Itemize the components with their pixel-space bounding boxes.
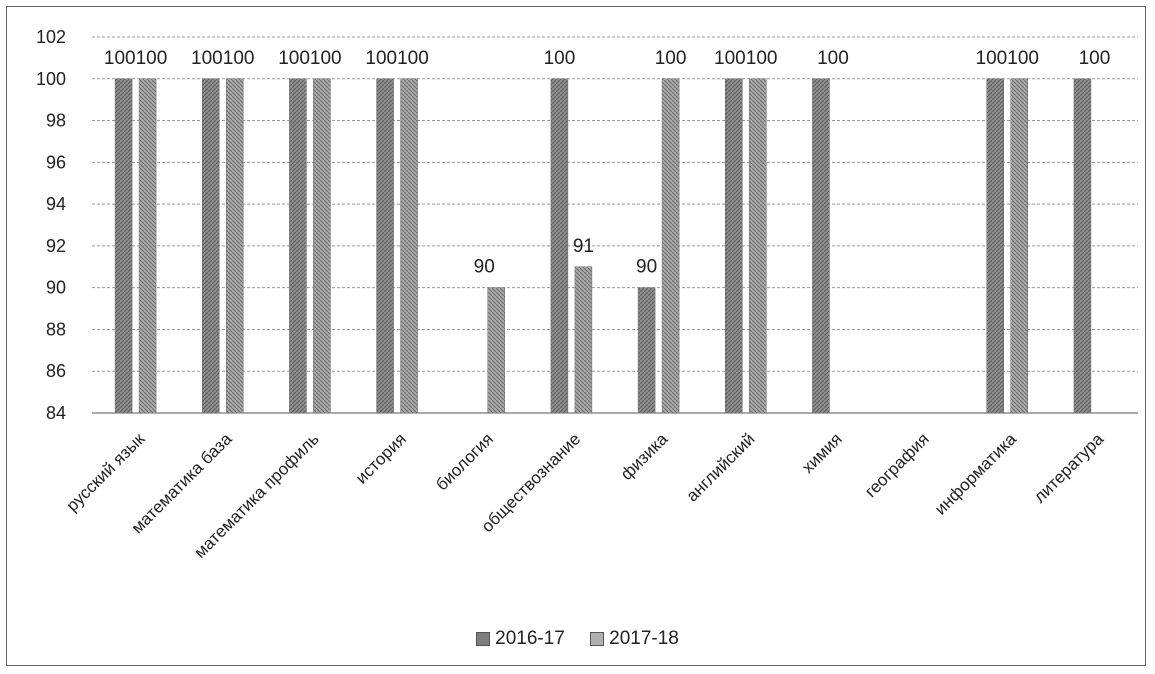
data-label: 91 <box>573 236 594 257</box>
bar <box>1073 78 1092 414</box>
data-label: 100100 <box>191 48 254 69</box>
y-tick-label: 98 <box>46 111 66 131</box>
bar <box>202 78 220 414</box>
bar <box>986 78 1004 414</box>
bar <box>725 78 743 414</box>
data-label: 90 <box>636 257 657 278</box>
y-tick-label: 88 <box>46 319 66 339</box>
data-label: 100100 <box>976 48 1039 69</box>
data-label: 100 <box>817 48 849 69</box>
data-label: 90 <box>474 257 495 278</box>
data-label: 100 <box>655 48 687 69</box>
data-label: 100100 <box>714 48 777 69</box>
bar <box>487 287 505 414</box>
x-tick-label: биология <box>432 429 497 494</box>
legend-label-1: 2016-17 <box>495 628 565 649</box>
x-tick-label: химия <box>798 429 846 477</box>
legend: 2016-17 2017-18 <box>0 628 1155 652</box>
legend-item-1: 2016-17 <box>476 628 565 650</box>
bars <box>114 78 1092 414</box>
legend-label-2: 2017-18 <box>609 628 679 649</box>
bar <box>138 78 157 414</box>
y-tick-label: 86 <box>46 361 66 381</box>
bar <box>289 78 307 414</box>
x-tick-label: английский <box>683 429 759 505</box>
data-label: 100100 <box>365 48 428 69</box>
bar <box>812 78 830 414</box>
y-tick-label: 96 <box>46 152 66 172</box>
data-label: 100 <box>1079 48 1111 69</box>
legend-item-2: 2017-18 <box>590 628 679 650</box>
y-tick-label: 102 <box>36 27 66 47</box>
bar <box>400 78 418 414</box>
legend-swatch-2 <box>590 632 605 646</box>
data-label: 100100 <box>278 48 341 69</box>
bar <box>226 78 244 414</box>
bar <box>749 78 767 414</box>
bar <box>376 78 394 414</box>
y-tick-label: 84 <box>46 403 66 423</box>
x-tick-label: история <box>352 429 410 487</box>
bar <box>574 266 593 414</box>
bar <box>661 78 680 414</box>
x-tick-label: информатика <box>931 429 1021 519</box>
data-label: 100100 <box>104 48 167 69</box>
legend-swatch-1 <box>476 632 491 646</box>
gridlines <box>92 36 1138 414</box>
y-axis-ticks: 84 86 88 90 92 94 96 98 100 102 <box>36 27 66 423</box>
y-tick-label: 100 <box>36 69 66 89</box>
x-tick-label: география <box>861 429 933 501</box>
bar <box>637 287 656 414</box>
y-tick-label: 92 <box>46 236 66 256</box>
x-tick-label: русский язык <box>63 429 149 515</box>
y-tick-label: 94 <box>46 194 66 214</box>
x-tick-label: литература <box>1030 429 1108 507</box>
y-tick-label: 90 <box>46 278 66 298</box>
bar <box>550 78 569 414</box>
bar <box>313 78 331 414</box>
x-tick-label: физика <box>617 429 672 484</box>
bar <box>114 78 133 414</box>
data-label: 100 <box>544 48 576 69</box>
bar <box>1010 78 1028 414</box>
